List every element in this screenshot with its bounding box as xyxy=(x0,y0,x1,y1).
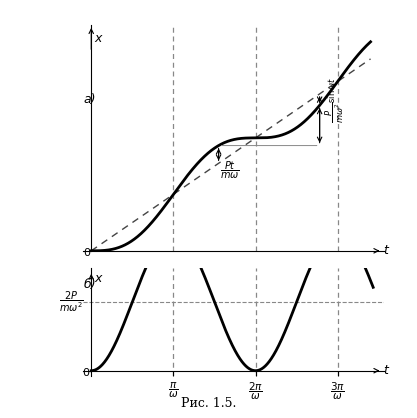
Text: б): б) xyxy=(84,278,97,291)
Text: $\dfrac{Pt}{m\omega}$: $\dfrac{Pt}{m\omega}$ xyxy=(220,160,239,181)
Text: $\dfrac{P}{m\omega^2}\mathrm{sin}\,\omega t$: $\dfrac{P}{m\omega^2}\mathrm{sin}\,\omeg… xyxy=(324,76,346,123)
Text: $t$: $t$ xyxy=(383,364,390,377)
Text: Рис. 1.5.: Рис. 1.5. xyxy=(181,397,236,410)
Text: $t$: $t$ xyxy=(383,244,390,257)
Text: $x$: $x$ xyxy=(94,272,104,285)
Text: 0: 0 xyxy=(83,248,90,258)
Text: а): а) xyxy=(84,93,96,106)
Text: $\dfrac{2P}{m\omega^2}$: $\dfrac{2P}{m\omega^2}$ xyxy=(59,290,84,314)
Text: $x$: $x$ xyxy=(94,32,104,45)
Text: 0: 0 xyxy=(82,368,89,378)
